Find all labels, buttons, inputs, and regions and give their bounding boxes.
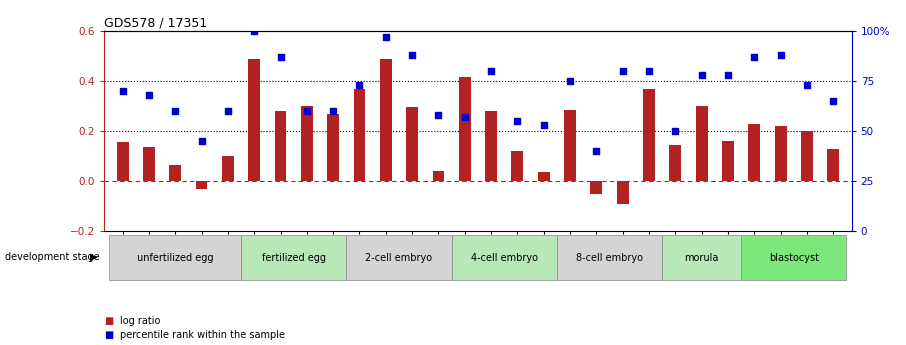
Text: ■: ■ [104,316,113,326]
Bar [451,235,557,280]
Point [694,72,708,78]
Text: percentile rank within the sample: percentile rank within the sample [120,330,285,340]
Bar [406,107,418,181]
Text: development stage: development stage [5,252,99,262]
Text: 4-cell embryo: 4-cell embryo [471,253,538,263]
Point [274,54,288,60]
Point [484,68,498,74]
Bar [196,181,207,189]
Bar [617,181,629,204]
Bar [748,124,760,181]
Point [774,52,788,58]
Bar [346,235,451,280]
Point [536,122,551,128]
Point [668,128,682,134]
Text: morula: morula [684,253,718,263]
Point [405,52,419,58]
Bar [538,172,550,181]
Point [563,78,577,84]
Text: ▶: ▶ [90,252,97,262]
Point [115,88,130,94]
Point [221,108,236,114]
Text: 8-cell embryo: 8-cell embryo [576,253,643,263]
Text: fertilized egg: fertilized egg [262,253,325,263]
Bar [557,235,662,280]
Bar [775,126,786,181]
Bar [670,145,681,181]
Point [141,92,156,98]
Point [826,98,841,104]
Bar [327,114,339,181]
Bar [169,165,181,181]
Point [458,114,472,120]
Bar [485,111,497,181]
Bar [241,235,346,280]
Point [168,108,182,114]
Bar [512,151,524,181]
Bar [248,59,260,181]
Bar [143,147,155,181]
Bar [432,171,444,181]
Point [379,34,393,40]
Bar [380,59,391,181]
Point [352,82,367,88]
Point [431,112,446,118]
Bar [741,235,846,280]
Bar [827,149,839,181]
Bar [117,142,129,181]
Bar [110,235,241,280]
Bar [301,106,313,181]
Bar [591,181,602,194]
Text: unfertilized egg: unfertilized egg [137,253,214,263]
Text: log ratio: log ratio [120,316,161,326]
Text: ■: ■ [104,330,113,340]
Bar [275,111,286,181]
Bar [801,131,813,181]
Bar [722,141,734,181]
Bar [458,77,471,181]
Bar [696,106,708,181]
Bar [353,89,365,181]
Point [194,138,208,144]
Point [326,108,341,114]
Point [641,68,656,74]
Point [589,148,603,154]
Bar [662,235,741,280]
Point [510,118,525,124]
Point [615,68,630,74]
Point [720,72,735,78]
Text: blastocyst: blastocyst [768,253,819,263]
Text: 2-cell embryo: 2-cell embryo [365,253,432,263]
Point [247,28,262,34]
Point [800,82,814,88]
Text: GDS578 / 17351: GDS578 / 17351 [104,17,207,30]
Point [747,54,762,60]
Bar [222,156,234,181]
Point [300,108,314,114]
Bar [643,89,655,181]
Bar [564,110,576,181]
